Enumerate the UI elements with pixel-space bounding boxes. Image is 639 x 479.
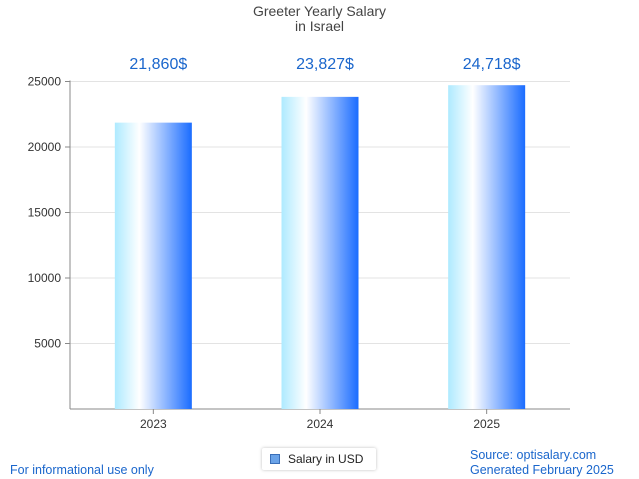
generated-text: Generated February 2025 [470, 463, 614, 477]
disclaimer-text: For informational use only [10, 463, 154, 477]
bar [114, 122, 192, 409]
x-tick-label: 2025 [473, 417, 500, 431]
chart-title: Greeter Yearly Salary [252, 3, 387, 19]
data-label: 21,860$ [129, 56, 187, 73]
y-tick-label: 5000 [34, 337, 61, 351]
legend-swatch [270, 454, 280, 464]
data-label: 24,718$ [463, 56, 521, 73]
y-tick-label: 10000 [28, 271, 62, 285]
x-tick-label: 2024 [307, 417, 334, 431]
data-label: 23,827$ [296, 56, 354, 73]
source-text: Source: optisalary.com [470, 448, 597, 462]
bar [281, 96, 359, 409]
legend[interactable]: Salary in USD [262, 448, 376, 470]
y-tick-label: 20000 [28, 140, 62, 154]
chart-subtitle: in Israel [294, 18, 345, 34]
legend-label: Salary in USD [288, 452, 364, 466]
y-tick-label: 25000 [28, 75, 62, 89]
y-tick-label: 15000 [28, 206, 62, 220]
bar [448, 85, 526, 409]
x-tick-label: 2023 [140, 417, 167, 431]
